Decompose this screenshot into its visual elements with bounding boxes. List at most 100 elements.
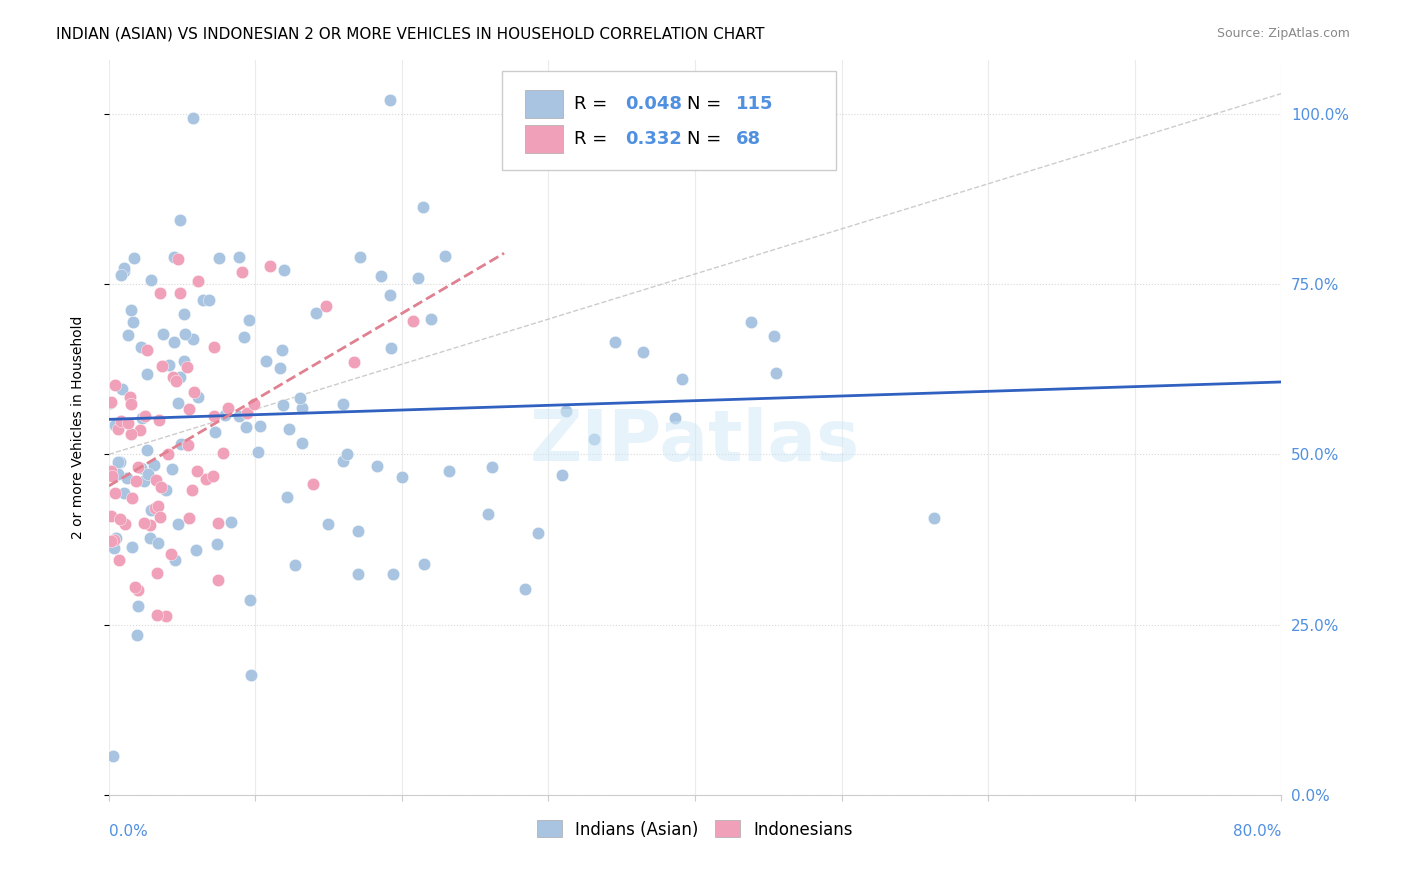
Point <box>207 574 229 588</box>
Point <box>671 372 693 386</box>
Point <box>765 366 787 380</box>
Point <box>167 516 190 531</box>
Point <box>391 469 413 483</box>
Point <box>349 250 371 264</box>
Point <box>163 250 186 264</box>
Point <box>157 358 180 372</box>
Text: R =: R = <box>574 130 613 148</box>
Point <box>236 405 259 419</box>
Point <box>202 340 225 354</box>
Point <box>127 628 149 642</box>
Text: ZIPatlas: ZIPatlas <box>530 408 860 476</box>
Point <box>302 477 325 491</box>
Point <box>217 401 239 416</box>
Point <box>124 580 146 594</box>
Point <box>121 491 143 506</box>
Point <box>174 327 197 342</box>
Point <box>239 668 262 682</box>
Point <box>763 328 786 343</box>
Point <box>136 467 159 482</box>
Point <box>664 411 686 425</box>
Point <box>146 566 169 580</box>
Point <box>139 531 162 545</box>
Point <box>167 395 190 409</box>
Point <box>155 483 177 497</box>
Point <box>366 459 388 474</box>
Point <box>238 313 260 327</box>
Point <box>101 469 124 483</box>
Point <box>235 420 257 434</box>
Point <box>103 541 125 556</box>
Point <box>134 475 156 489</box>
Point <box>146 499 169 513</box>
Point <box>332 454 354 468</box>
Point <box>284 558 307 572</box>
Point <box>181 111 204 125</box>
Point <box>551 468 574 483</box>
Point <box>169 212 191 227</box>
Point <box>163 553 186 567</box>
Text: 80.0%: 80.0% <box>1233 824 1281 839</box>
Point <box>173 353 195 368</box>
Point <box>173 307 195 321</box>
Point <box>108 512 131 526</box>
Point <box>481 459 503 474</box>
Text: N =: N = <box>686 130 727 148</box>
Point <box>104 486 127 500</box>
Point <box>150 359 173 373</box>
Text: Source: ZipAtlas.com: Source: ZipAtlas.com <box>1216 27 1350 40</box>
Point <box>118 390 141 404</box>
Point <box>136 367 159 381</box>
Point <box>212 446 235 460</box>
Point <box>180 483 202 497</box>
Point <box>214 409 236 423</box>
Point <box>107 467 129 481</box>
Point <box>120 427 142 442</box>
FancyBboxPatch shape <box>502 70 835 169</box>
Point <box>419 312 441 326</box>
Point <box>148 536 170 550</box>
Point <box>273 263 295 277</box>
Point <box>131 411 153 425</box>
Point <box>117 328 139 343</box>
Point <box>176 437 198 451</box>
Point <box>278 422 301 436</box>
Point <box>125 474 148 488</box>
Point <box>318 516 340 531</box>
Point <box>136 343 159 358</box>
Text: 0.0%: 0.0% <box>108 824 148 839</box>
Point <box>347 524 370 538</box>
Point <box>141 503 163 517</box>
Point <box>129 423 152 437</box>
Point <box>163 334 186 349</box>
Point <box>100 395 122 409</box>
Point <box>167 252 190 267</box>
Point <box>132 516 155 530</box>
Point <box>149 286 172 301</box>
Point <box>204 425 226 440</box>
Point <box>177 402 200 417</box>
Point <box>254 354 277 368</box>
Point <box>194 472 217 486</box>
Point <box>204 409 226 423</box>
Point <box>527 525 550 540</box>
Point <box>165 374 187 388</box>
Point <box>207 516 229 531</box>
Point <box>740 315 762 329</box>
Legend: Indians (Asian), Indonesians: Indians (Asian), Indonesians <box>530 814 859 846</box>
Point <box>107 455 129 469</box>
Point <box>184 543 207 558</box>
Point <box>477 507 499 521</box>
Point <box>111 382 134 396</box>
Point <box>177 511 200 525</box>
Point <box>249 419 271 434</box>
Point <box>160 548 183 562</box>
Point <box>191 293 214 308</box>
Point <box>148 412 170 426</box>
Point <box>121 540 143 554</box>
Point <box>315 299 337 313</box>
Point <box>202 469 225 483</box>
Point <box>924 510 946 524</box>
Point <box>176 360 198 375</box>
Point <box>120 303 142 318</box>
